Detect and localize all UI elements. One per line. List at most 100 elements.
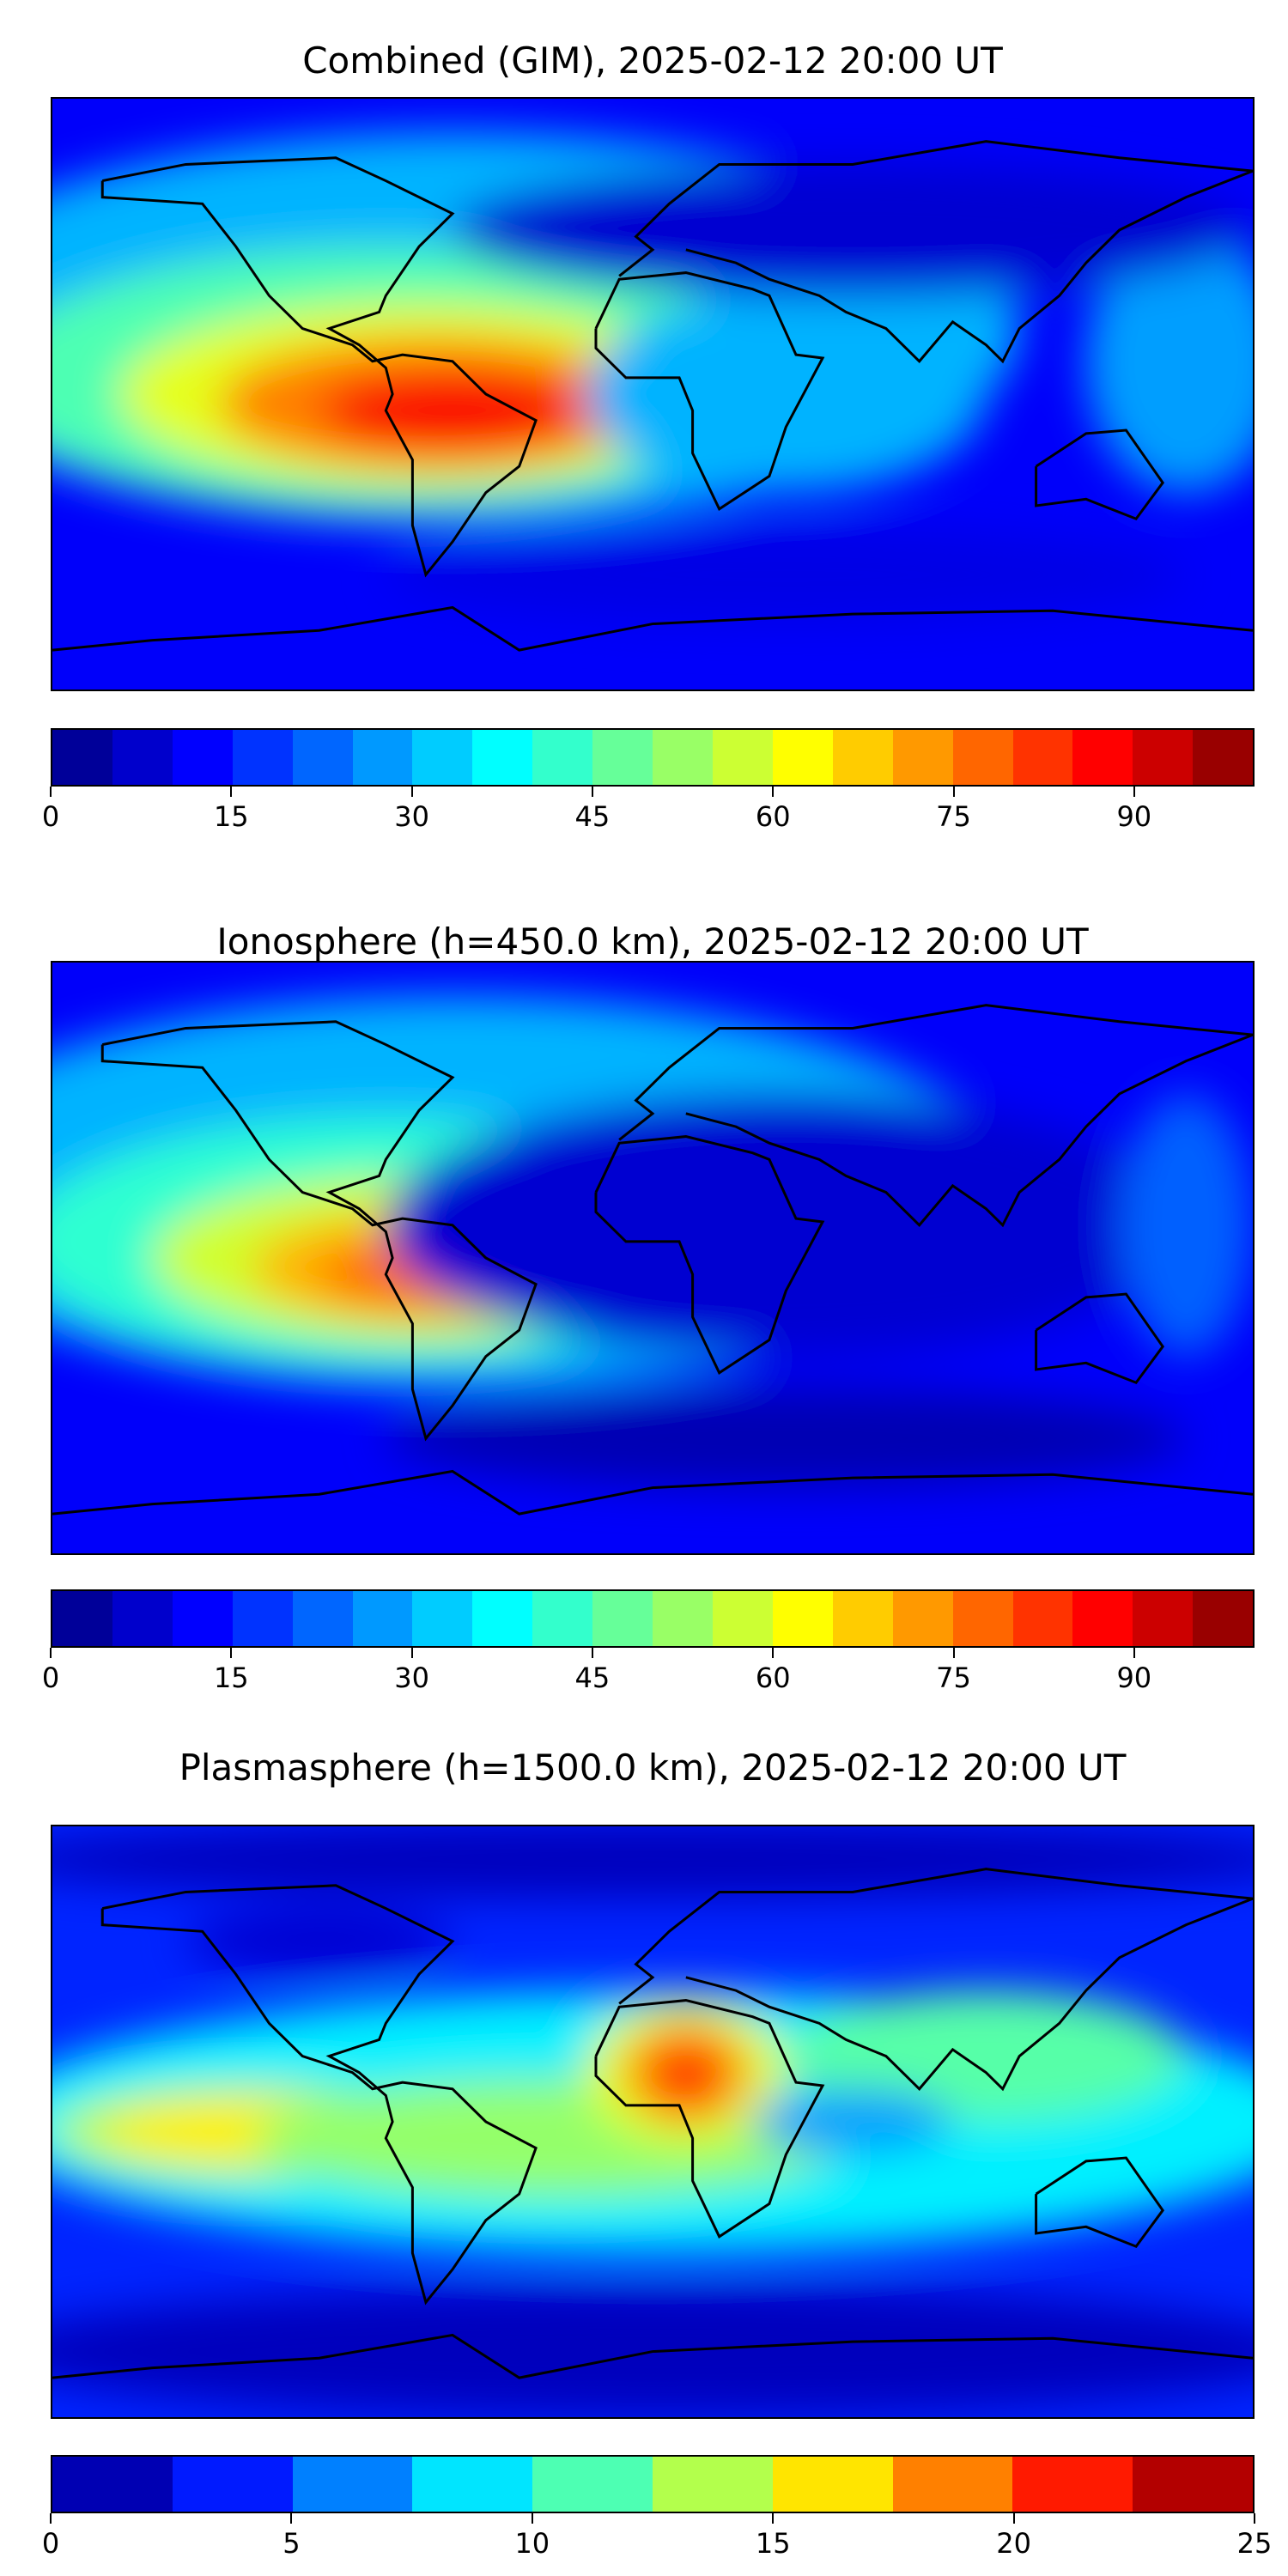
colorbar-bin bbox=[772, 730, 833, 785]
coastline bbox=[594, 1999, 825, 2239]
tick-mark bbox=[290, 2513, 293, 2524]
colorbar-bin bbox=[472, 730, 533, 785]
tick-label: 20 bbox=[996, 2527, 1031, 2560]
coastline bbox=[1035, 2156, 1164, 2249]
tick-label: 0 bbox=[41, 2527, 60, 2560]
colorbar-bin bbox=[592, 1591, 653, 1646]
tick-label: 15 bbox=[213, 800, 249, 833]
tick-mark bbox=[1254, 2513, 1255, 2524]
tick-mark bbox=[410, 1648, 413, 1658]
colorbar-bin bbox=[232, 730, 293, 785]
colorbar-bin bbox=[952, 730, 1013, 785]
colorbar-bin bbox=[412, 2457, 533, 2512]
colorbar-bin bbox=[712, 730, 773, 785]
tec-map bbox=[51, 961, 1255, 1555]
colorbar-bin bbox=[832, 730, 893, 785]
tick-label: 15 bbox=[755, 2527, 791, 2560]
coastline bbox=[52, 605, 1253, 652]
colorbar-bin bbox=[532, 1591, 593, 1646]
colorbar bbox=[51, 2455, 1255, 2513]
colorbar-bin bbox=[172, 730, 233, 785]
tick-mark bbox=[230, 787, 233, 797]
tick-label: 10 bbox=[514, 2527, 550, 2560]
coastline bbox=[618, 140, 1253, 364]
tick-mark bbox=[772, 1648, 775, 1658]
tick-label: 30 bbox=[394, 800, 429, 833]
colorbar-bin bbox=[652, 2457, 773, 2512]
coastline bbox=[594, 1135, 825, 1375]
field-contour bbox=[185, 1908, 453, 1974]
tick-mark bbox=[772, 787, 775, 797]
coastline bbox=[100, 1020, 538, 1442]
tick-label: 0 bbox=[41, 800, 60, 833]
colorbar-bin bbox=[412, 730, 473, 785]
coastline bbox=[52, 1469, 1253, 1516]
colorbar-bin bbox=[352, 1591, 413, 1646]
tick-mark bbox=[1133, 1648, 1135, 1658]
colorbar-bin bbox=[892, 1591, 953, 1646]
colorbar-bin bbox=[1133, 730, 1194, 785]
colorbar-bin bbox=[1012, 2457, 1133, 2512]
colorbar-bin bbox=[1072, 730, 1133, 785]
colorbar-bin bbox=[653, 1591, 713, 1646]
tick-label: 90 bbox=[1116, 800, 1152, 833]
colorbar-bin bbox=[1012, 1591, 1073, 1646]
tec-map bbox=[51, 97, 1255, 691]
coastline bbox=[100, 1884, 538, 2306]
tick-label: 60 bbox=[755, 1662, 791, 1694]
tick-label: 90 bbox=[1116, 1662, 1152, 1694]
colorbar-bin bbox=[472, 1591, 533, 1646]
coastline bbox=[100, 156, 538, 578]
tick-label: 30 bbox=[394, 1662, 429, 1694]
colorbar-bin bbox=[172, 2457, 293, 2512]
colorbar-bin bbox=[772, 2457, 893, 2512]
coastline bbox=[594, 271, 825, 511]
field-contour bbox=[659, 2052, 713, 2105]
colorbar-bin bbox=[892, 730, 953, 785]
tick-label: 45 bbox=[574, 800, 611, 833]
field-contour bbox=[752, 2088, 953, 2155]
tick-label: 15 bbox=[213, 1662, 249, 1694]
colorbar-bin bbox=[292, 1591, 353, 1646]
field-contour bbox=[786, 1990, 1187, 2122]
colorbar-bin bbox=[653, 730, 713, 785]
panel-title: Ionosphere (h=450.0 km), 2025-02-12 20:0… bbox=[216, 920, 1089, 963]
tick-mark bbox=[1133, 787, 1135, 797]
tick-mark bbox=[591, 1648, 593, 1658]
field-contour bbox=[386, 1093, 1187, 1357]
colorbar-bin bbox=[772, 1591, 833, 1646]
colorbar-bin bbox=[1012, 730, 1073, 785]
colorbar-bin bbox=[892, 2457, 1013, 2512]
colorbar-bin bbox=[112, 1591, 173, 1646]
tick-mark bbox=[410, 787, 413, 797]
tec-map bbox=[51, 1825, 1255, 2419]
colorbar-bin bbox=[832, 1591, 893, 1646]
colorbar-bin bbox=[292, 730, 353, 785]
colorbar bbox=[51, 728, 1255, 787]
colorbar-bin bbox=[112, 730, 173, 785]
colorbar-bin bbox=[172, 1591, 233, 1646]
colorbar-bin bbox=[1133, 2457, 1253, 2512]
tick-label: 25 bbox=[1236, 2527, 1273, 2560]
colorbar-bin bbox=[352, 730, 413, 785]
tick-label: 0 bbox=[41, 1662, 60, 1694]
coastline bbox=[618, 1004, 1253, 1228]
tick-label: 60 bbox=[755, 800, 791, 833]
colorbar-bin bbox=[592, 730, 653, 785]
colorbar-bin bbox=[52, 1591, 112, 1646]
colorbar-bin bbox=[532, 2457, 653, 2512]
tick-mark bbox=[531, 2513, 533, 2524]
field-contour bbox=[52, 1826, 1253, 1899]
tick-label: 45 bbox=[574, 1662, 611, 1694]
coastline bbox=[618, 1868, 1253, 2092]
coastline bbox=[1035, 428, 1164, 521]
field-contour bbox=[586, 295, 987, 493]
field-contour bbox=[386, 525, 1187, 624]
field-contour bbox=[386, 1388, 1187, 1488]
field-contour bbox=[1085, 229, 1253, 493]
tick-mark bbox=[952, 787, 955, 797]
colorbar-bin bbox=[1193, 730, 1254, 785]
field-contour bbox=[1119, 1093, 1253, 1357]
colorbar-bin bbox=[292, 2457, 413, 2512]
